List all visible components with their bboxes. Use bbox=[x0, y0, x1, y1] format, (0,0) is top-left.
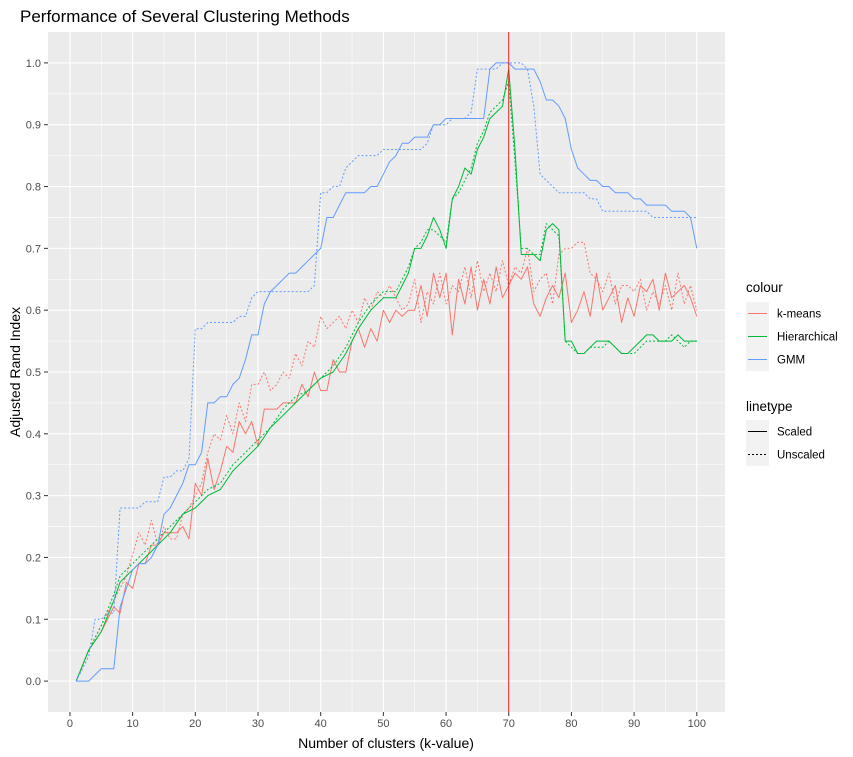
x-tick-label: 30 bbox=[252, 718, 264, 730]
y-tick-label: 0.9 bbox=[26, 120, 41, 132]
legend-colour-title: colour bbox=[746, 280, 783, 295]
x-tick-label: 10 bbox=[127, 718, 139, 730]
x-axis-ticks: 0 10 20 30 40 50 60 70 80 90 100 bbox=[67, 712, 706, 730]
x-tick-label: 20 bbox=[189, 718, 201, 730]
chart-title: Performance of Several Clustering Method… bbox=[20, 7, 350, 26]
legend-entry-label: GMM bbox=[777, 355, 805, 367]
x-tick-label: 60 bbox=[440, 718, 452, 730]
x-tick-label: 50 bbox=[377, 718, 389, 730]
series-lines bbox=[75, 62, 698, 682]
y-tick-label: 0.4 bbox=[26, 429, 41, 441]
legend-linetype-title: linetype bbox=[746, 399, 793, 414]
y-tick-label: 0.0 bbox=[26, 676, 41, 688]
y-tick-label: 0.7 bbox=[26, 243, 41, 255]
series-line-hierarchical-unscaled bbox=[75, 81, 697, 682]
x-tick-label: 100 bbox=[688, 718, 706, 730]
y-tick-label: 0.2 bbox=[26, 552, 41, 564]
y-tick-label: 0.3 bbox=[26, 491, 41, 503]
legend-entry-label: Scaled bbox=[777, 427, 812, 439]
y-tick-label: 1.0 bbox=[26, 58, 41, 70]
y-tick-label: 0.8 bbox=[26, 182, 41, 194]
series-line-gmm-scaled bbox=[76, 62, 698, 682]
x-tick-label: 40 bbox=[315, 718, 327, 730]
x-tick-label: 70 bbox=[503, 718, 515, 730]
series-line-k-means-unscaled bbox=[75, 241, 698, 682]
legend: colour k-means Hierarchical GMM linetype Scal… bbox=[746, 280, 838, 466]
y-tick-label: 0.5 bbox=[26, 367, 41, 379]
y-axis-label: Adjusted Rand Index bbox=[7, 307, 23, 437]
y-tick-label: 0.6 bbox=[26, 305, 41, 317]
legend-entry-label: Unscaled bbox=[777, 450, 825, 462]
legend-entry-label: k-means bbox=[777, 309, 821, 321]
x-tick-label: 0 bbox=[67, 718, 73, 730]
x-tick-label: 90 bbox=[628, 718, 640, 730]
y-axis-ticks: 0.0 0.1 0.2 0.3 0.4 0.5 0.6 0.7 0.8 0.9 1.0 bbox=[26, 58, 48, 688]
x-axis-label: Number of clusters (k-value) bbox=[298, 735, 474, 751]
series-line-k-means-scaled bbox=[75, 266, 698, 682]
legend-entry-label: Hierarchical bbox=[777, 332, 838, 344]
y-tick-label: 0.1 bbox=[26, 614, 41, 626]
x-tick-label: 80 bbox=[565, 718, 577, 730]
